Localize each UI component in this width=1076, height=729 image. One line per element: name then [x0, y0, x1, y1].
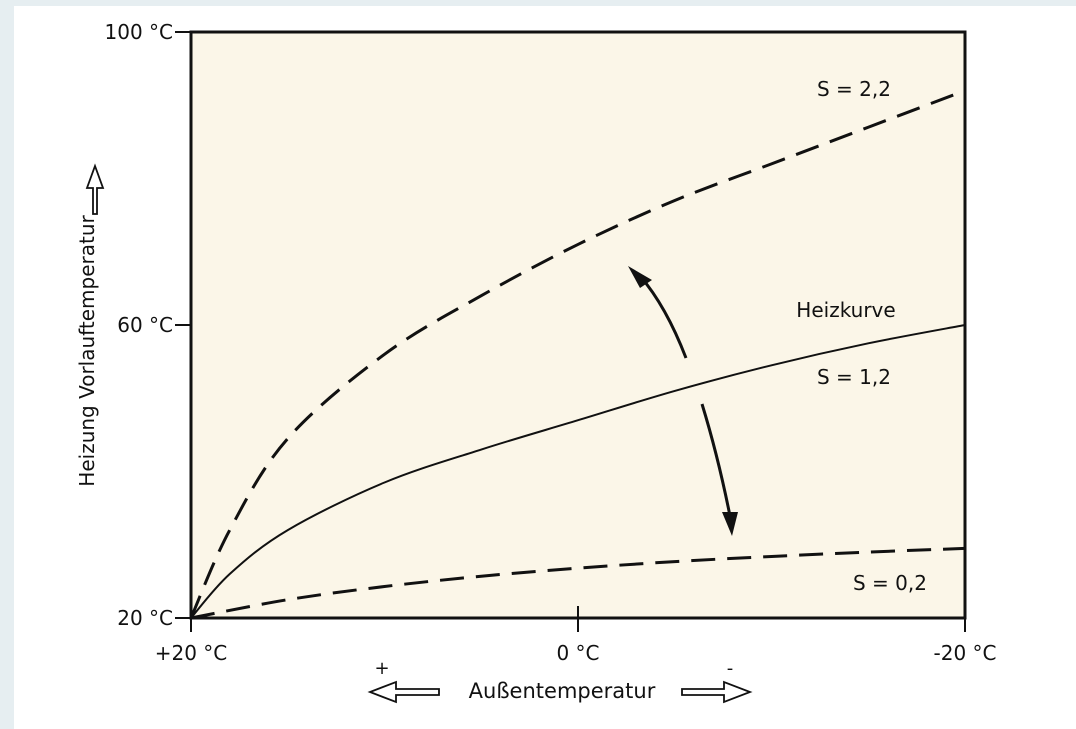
heizkurve-annotation: Heizkurve: [796, 298, 895, 322]
series-label-s22: S = 2,2: [817, 77, 891, 101]
arrow-down-head-icon: [722, 512, 738, 536]
x-tick-label: -20 °C: [934, 641, 997, 665]
plot-area: [189, 30, 967, 620]
x-tick-label: +20 °C: [155, 641, 228, 665]
series-label-s12: S = 1,2: [817, 365, 891, 389]
x-axis-left-arrow-icon: [367, 680, 440, 704]
x-direction-plus: +: [374, 658, 389, 679]
series-group: [189, 89, 966, 620]
heating-curve-chart: 100 °C 60 °C 20 °C +20 °C 0 °C -20 °C Heizung…: [75, 20, 997, 704]
y-tick-label: 100 °C: [105, 20, 174, 44]
x-axis-label: Außentemperatur: [469, 679, 656, 703]
series-line-s02: [190, 546, 966, 620]
y-tick-label: 20 °C: [117, 606, 173, 630]
y-axis-label-group: Heizung Vorlauftemperatur: [75, 215, 99, 487]
y-tick-label: 60 °C: [117, 313, 173, 337]
series-line-s12: [190, 324, 966, 619]
axis-ticks: 100 °C 60 °C 20 °C +20 °C 0 °C -20 °C: [105, 20, 997, 665]
x-direction-minus: -: [727, 658, 734, 679]
series-label-s02: S = 0,2: [853, 571, 927, 595]
chart-figure: 100 °C 60 °C 20 °C +20 °C 0 °C -20 °C Heizung…: [14, 6, 1076, 729]
arrow-up-head-icon: [628, 266, 652, 288]
y-axis-label: Heizung Vorlauftemperatur: [75, 215, 99, 487]
series-line-s22: [189, 89, 966, 619]
y-axis-up-arrow-icon: [85, 163, 105, 215]
adjust-arrows: [628, 266, 738, 536]
x-axis-right-arrow-icon: [681, 680, 753, 704]
x-tick-label: 0 °C: [556, 641, 599, 665]
arrow-down-shaft: [700, 403, 732, 517]
